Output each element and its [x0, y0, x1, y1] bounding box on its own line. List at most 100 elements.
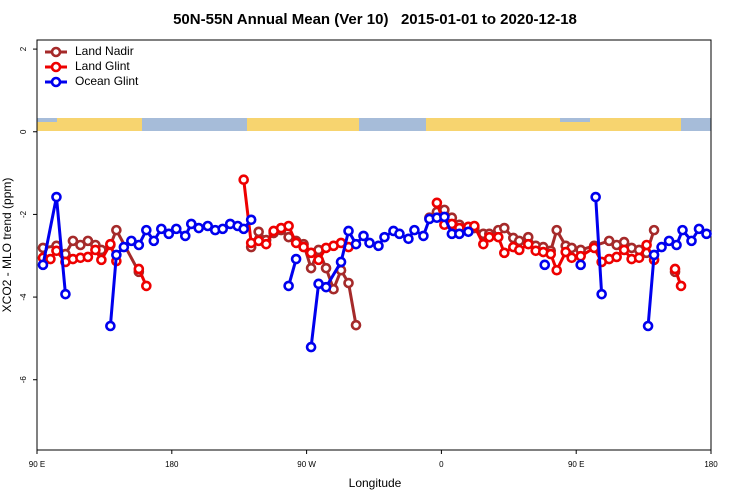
- plot-frame: [36, 39, 712, 451]
- x-tick-label: 90 W: [297, 460, 316, 469]
- point: [539, 259, 551, 271]
- point: [105, 238, 116, 250]
- point: [566, 252, 578, 264]
- point: [51, 191, 62, 203]
- point: [418, 230, 429, 242]
- point: [454, 228, 465, 240]
- x-tick-label: 90 E: [29, 460, 45, 469]
- point: [478, 238, 489, 250]
- point: [409, 224, 420, 236]
- map-strip: [37, 118, 711, 131]
- point: [238, 223, 249, 235]
- point: [343, 225, 354, 237]
- point: [686, 235, 697, 247]
- point: [179, 230, 191, 242]
- legend-label: Land Glint: [75, 59, 130, 73]
- point: [253, 226, 264, 238]
- point: [560, 246, 572, 258]
- point: [394, 228, 405, 240]
- point: [118, 241, 130, 253]
- point: [105, 320, 116, 332]
- point: [701, 228, 712, 240]
- point: [633, 252, 645, 264]
- point: [111, 224, 122, 236]
- point: [693, 223, 705, 235]
- point: [37, 259, 49, 271]
- point: [364, 237, 375, 249]
- point: [170, 223, 182, 235]
- point: [217, 223, 229, 235]
- point: [111, 249, 122, 261]
- legend-marker: [50, 46, 62, 58]
- point: [596, 288, 607, 300]
- legend-marker: [50, 61, 62, 73]
- point: [499, 222, 510, 234]
- ocean-band: [142, 118, 247, 131]
- point: [75, 239, 86, 251]
- point: [513, 244, 525, 256]
- point: [603, 235, 615, 247]
- point: [350, 319, 362, 331]
- point: [379, 231, 390, 243]
- point: [82, 251, 94, 263]
- ocean-band: [681, 118, 711, 131]
- point: [575, 250, 586, 262]
- y-tick-label: 0: [19, 129, 28, 134]
- point: [343, 277, 354, 289]
- point: [642, 320, 654, 332]
- point: [245, 214, 257, 226]
- point: [298, 241, 309, 253]
- point: [60, 288, 71, 300]
- chart-title: 50N-55N Annual Mean (Ver 10) 2015-01-01 …: [173, 11, 577, 28]
- point: [484, 231, 495, 243]
- point: [403, 233, 414, 245]
- point: [463, 226, 474, 238]
- point: [358, 230, 369, 242]
- point: [260, 238, 272, 250]
- point: [499, 247, 510, 259]
- point: [96, 254, 107, 266]
- point: [545, 248, 557, 260]
- point: [141, 224, 152, 236]
- point: [45, 253, 56, 265]
- point: [82, 235, 94, 247]
- ocean-band: [359, 118, 426, 131]
- point: [202, 220, 214, 232]
- point: [320, 262, 332, 274]
- x-tick-label: 180: [704, 460, 718, 469]
- point: [163, 228, 175, 240]
- point: [67, 235, 79, 247]
- point: [133, 263, 145, 275]
- point: [611, 251, 622, 263]
- point: [641, 239, 652, 251]
- point: [469, 220, 480, 232]
- point: [193, 222, 205, 234]
- point: [290, 237, 302, 249]
- point: [148, 235, 160, 247]
- point: [156, 223, 167, 235]
- x-tick-label: 0: [439, 460, 444, 469]
- series: [37, 191, 712, 353]
- point: [133, 239, 145, 251]
- point: [283, 220, 294, 232]
- point: [238, 174, 249, 185]
- point: [590, 191, 601, 203]
- point: [431, 197, 443, 209]
- point: [313, 254, 324, 266]
- x-tick-label: 180: [165, 460, 179, 469]
- point: [648, 224, 660, 236]
- y-tick-label: -2: [19, 210, 28, 218]
- point: [648, 249, 660, 261]
- ocean-band: [37, 118, 57, 122]
- point: [575, 259, 586, 271]
- point: [305, 262, 317, 274]
- point: [677, 224, 688, 236]
- point: [126, 235, 137, 247]
- point: [320, 281, 332, 293]
- point: [290, 253, 302, 265]
- point: [493, 231, 504, 243]
- y-axis-label: XCO2 - MLO trend (ppm): [0, 178, 14, 313]
- point: [618, 244, 630, 256]
